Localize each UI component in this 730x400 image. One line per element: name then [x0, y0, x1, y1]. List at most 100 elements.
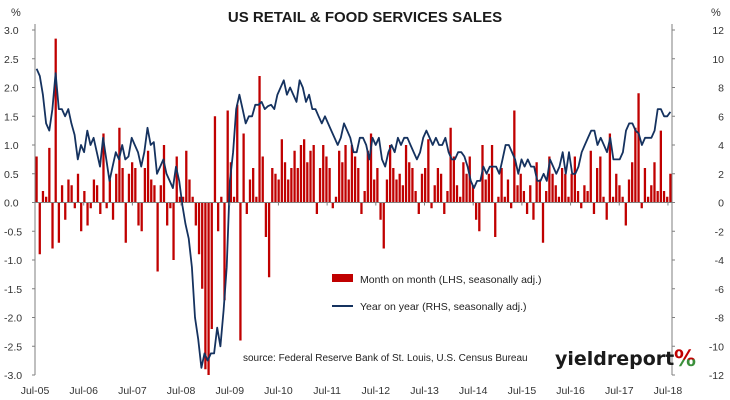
mom-bar [341, 162, 344, 203]
mom-bar [538, 179, 541, 203]
mom-bar [115, 173, 118, 203]
mom-bar [363, 191, 366, 203]
mom-bar [420, 173, 424, 203]
mom-bar [478, 202, 481, 232]
mom-bar [388, 145, 392, 203]
mom-bar [60, 185, 64, 203]
mom-bar [102, 133, 105, 203]
mom-bar [57, 202, 61, 243]
mom-bar [404, 145, 408, 203]
mom-bar [111, 202, 115, 220]
right-axis-ticks: 12 10 8 6 4 2 0 -2 -4 -6 -8 -10 -12 [672, 25, 724, 382]
mom-bar [242, 133, 245, 203]
right-tick-label: -6 [715, 284, 724, 296]
chart-title: US RETAIL & FOOD SERVICES SALES [228, 9, 502, 26]
mom-bar [583, 185, 586, 203]
mom-bar [306, 162, 309, 203]
mom-bar [369, 133, 373, 203]
mom-bar [322, 145, 325, 203]
mom-bar [309, 150, 312, 203]
mom-bar [637, 93, 640, 203]
left-tick-label: 2.0 [4, 83, 19, 95]
mom-bar [54, 38, 57, 203]
x-tick-label: Jul-17 [605, 385, 634, 397]
mom-bar [589, 150, 592, 203]
left-tick-label: 1.0 [4, 140, 19, 152]
mom-bar [312, 145, 315, 203]
right-tick-label: 2 [718, 169, 724, 181]
mom-bar [634, 127, 637, 203]
mom-bar [255, 196, 258, 203]
mom-bar [223, 202, 226, 301]
mom-bar [188, 179, 191, 203]
x-tick-label: Jul-05 [21, 385, 50, 397]
mom-bar [245, 202, 248, 214]
mom-bar [290, 168, 293, 203]
mom-bar [618, 185, 621, 203]
legend: Month on month (LHS, seasonally adj.) Ye… [332, 274, 542, 313]
mom-bar [248, 179, 252, 203]
mom-bar [137, 202, 140, 226]
mom-bar [64, 202, 67, 220]
mom-bar [535, 162, 538, 203]
left-tick-label: -2.5 [4, 341, 22, 353]
left-tick-label: -0.5 [4, 226, 22, 238]
mom-bar [554, 185, 557, 203]
mom-bar [471, 185, 475, 203]
mom-bar [134, 168, 137, 203]
mom-bar [640, 202, 643, 209]
right-tick-label: -8 [715, 313, 724, 325]
x-tick-label: Jul-06 [69, 385, 98, 397]
brand-name: yieldreport [555, 348, 674, 370]
right-tick-label: -2 [715, 226, 724, 238]
mom-bar [271, 168, 274, 203]
right-tick-label: 4 [718, 140, 724, 152]
mom-bar [357, 168, 360, 203]
mom-bar [669, 173, 672, 203]
mom-bar [484, 179, 487, 203]
mom-bar [573, 156, 577, 203]
mom-bar [143, 168, 147, 203]
mom-bar [213, 116, 217, 203]
mom-bar [452, 156, 455, 203]
mom-bar [175, 156, 178, 203]
mom-bar [376, 168, 379, 203]
mom-bar [541, 202, 545, 243]
mom-bar [605, 202, 608, 220]
mom-bar [264, 202, 268, 237]
mom-bar [439, 173, 443, 203]
mom-bar [662, 191, 666, 203]
mom-bar [220, 196, 223, 203]
mom-bar [89, 202, 92, 209]
mom-bar [436, 168, 440, 203]
mom-bar [210, 202, 213, 329]
mom-bar [510, 202, 513, 209]
mom-bar [347, 179, 350, 203]
mom-bar [48, 147, 51, 203]
x-tick-label: Jul-14 [459, 385, 488, 397]
mom-bar [261, 156, 264, 203]
mom-bar [427, 139, 430, 203]
mom-bar [449, 127, 452, 203]
mom-bar [567, 196, 570, 203]
mom-bar [366, 150, 369, 203]
right-tick-label: -12 [709, 370, 724, 382]
mom-bar [293, 150, 296, 203]
mom-bar [140, 202, 143, 232]
mom-bar [232, 196, 236, 203]
mom-bar [465, 173, 468, 203]
mom-bar [191, 196, 194, 203]
axes [34, 24, 673, 375]
mom-bar [302, 139, 306, 203]
mom-bar [497, 196, 500, 203]
mom-bar [611, 196, 615, 203]
mom-bar [608, 133, 612, 203]
mom-bar [181, 196, 185, 203]
mom-bar [646, 196, 650, 203]
mom-bar [207, 202, 210, 375]
mom-bar [519, 173, 522, 203]
mom-bar [529, 185, 532, 203]
mom-bar [433, 185, 436, 203]
source-note: source: Federal Reserve Bank of St. Loui… [243, 353, 528, 364]
left-tick-label: 1.5 [4, 111, 19, 123]
